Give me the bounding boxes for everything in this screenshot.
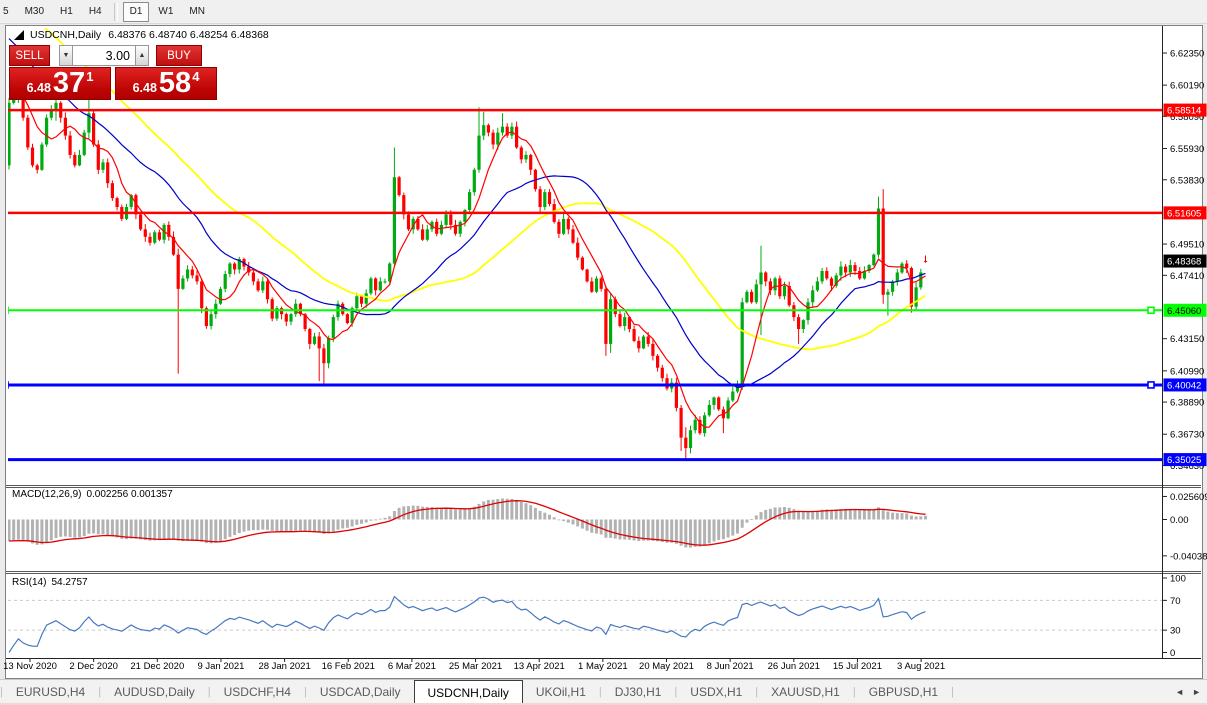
one-click-trading-panel: SELL ▼ ▲ BUY 6.48 37 1 6.48 58 4 [9,45,219,100]
sell-price-pip: 1 [86,69,94,84]
tab-separator: | [207,686,211,698]
tab-separator: | [852,686,856,698]
trade-panel-prices-row: 6.48 37 1 6.48 58 4 [9,67,219,100]
macd-values: 0.002256 0.001357 [86,489,173,500]
timeframe-button-mn[interactable]: MN [189,5,205,17]
tab-dj30-h1[interactable]: DJ30,H1 [614,685,662,699]
tab-scroll-left-icon[interactable]: ◄ [1175,687,1185,697]
chart-symbol-period: USDCNH,Daily [30,29,102,41]
buy-price-big: 58 [158,67,192,99]
toolbar-separator [113,2,118,21]
sell-price-box[interactable]: 6.48 37 1 [9,67,111,100]
tab-usdcad-daily[interactable]: USDCAD,Daily [319,685,401,699]
tab-usdx-h1[interactable]: USDX,H1 [690,685,743,699]
buy-button[interactable]: BUY [156,45,202,66]
chevron-down-icon: ▼ [62,52,70,59]
timeframe-button-5[interactable]: 5 [3,5,9,17]
chevron-up-icon: ▲ [138,52,146,59]
rsi-indicator-label: RSI(14) 54.2757 [12,577,88,588]
timeframe-button-h4[interactable]: H4 [88,5,102,17]
tab-separator: | [674,686,678,698]
tab-usdchf-h4[interactable]: USDCHF,H4 [223,685,291,699]
tab-scroll-right-icon[interactable]: ► [1192,687,1201,697]
tab-separator: | [98,686,102,698]
sell-price-prefix: 6.48 [26,81,51,95]
sell-price-big: 37 [52,67,86,99]
volume-increase-button[interactable]: ▲ [135,45,149,66]
tab-usdcnh-daily[interactable]: USDCNH,Daily [413,680,523,704]
buy-price-pip: 4 [192,69,200,84]
chart-ohlc-values: 6.48376 6.48740 6.48254 6.48368 [108,29,269,41]
macd-name: MACD(12,26,9) [12,489,82,500]
macd-indicator-label: MACD(12,26,9) 0.002256 0.001357 [12,489,173,500]
timeframe-button-d1[interactable]: D1 [122,1,150,22]
tab-xauusd-h1[interactable]: XAUUSD,H1 [771,685,840,699]
chart-window [5,25,1203,679]
tab-scroll-nav: ◄ ► [1175,680,1201,704]
tab-gbpusd-h1[interactable]: GBPUSD,H1 [868,685,939,699]
trade-panel-buttons-row: SELL ▼ ▲ BUY [9,45,219,66]
sell-button[interactable]: SELL [9,45,50,66]
buy-price-prefix: 6.48 [132,81,157,95]
bottom-edge-strip [0,703,1207,705]
timeframe-button-w1[interactable]: W1 [158,5,174,17]
volume-stepper: ▼ ▲ [59,45,149,66]
tab-separator: | [951,686,954,698]
timeframe-button-h1[interactable]: H1 [60,5,73,17]
chart-collapse-icon[interactable] [13,29,25,41]
tab-separator: | [0,686,3,698]
volume-input[interactable] [73,45,135,66]
rsi-name: RSI(14) [12,577,47,588]
tab-separator: | [303,686,307,698]
tab-separator: | [755,686,759,698]
symbol-tabs-bar: | EURUSD,H4 | AUDUSD,Daily | USDCHF,H4 | USDCAD… [0,679,1207,704]
buy-price-box[interactable]: 6.48 58 4 [115,67,217,100]
rsi-value: 54.2757 [51,577,88,588]
tab-audusd-daily[interactable]: AUDUSD,Daily [114,685,195,699]
tab-eurusd-h4[interactable]: EURUSD,H4 [15,685,86,699]
volume-decrease-button[interactable]: ▼ [59,45,73,66]
tab-ukoil-h1[interactable]: UKOil,H1 [535,685,586,699]
timeframe-toolbar: 5 M30 H1 H4 D1 W1 MN [0,0,1207,24]
tab-separator: | [598,686,602,698]
chart-title: USDCNH,Daily 6.48376 6.48740 6.48254 6.4… [13,29,269,41]
timeframe-button-m30[interactable]: M30 [24,5,45,17]
